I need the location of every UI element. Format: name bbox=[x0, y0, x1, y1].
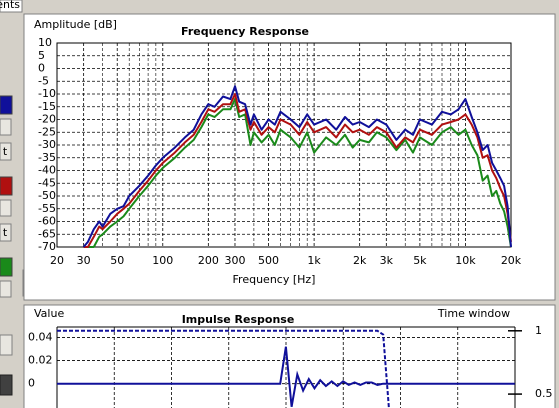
y-tick-label: 0 bbox=[38, 62, 45, 75]
x-tick-label: 2k bbox=[353, 254, 367, 267]
y-tick-label: 0.02 bbox=[28, 354, 53, 367]
color-swatch[interactable] bbox=[0, 257, 13, 277]
y-tick-label: 10 bbox=[38, 36, 52, 49]
x-tick-label: 30 bbox=[77, 254, 91, 267]
y-tick-label: -5 bbox=[38, 74, 49, 87]
spinner[interactable] bbox=[0, 199, 12, 217]
y-tick-label: -35 bbox=[38, 151, 56, 164]
x-tick-label: 50 bbox=[110, 254, 124, 267]
y-tick-label: -15 bbox=[38, 100, 56, 113]
y-tick-label: -30 bbox=[38, 138, 56, 151]
y-tick-label: -70 bbox=[38, 240, 56, 253]
y-tick-label: -10 bbox=[38, 87, 56, 100]
x-tick-label: 5k bbox=[413, 254, 427, 267]
y-tick-label: -20 bbox=[38, 113, 56, 126]
y-tick-label: 5 bbox=[38, 49, 45, 62]
x-tick-label: 20k bbox=[501, 254, 522, 267]
plot-frame bbox=[56, 42, 512, 248]
impulse-chart: Impulse Response Value Time window 0.04 0.02… bbox=[28, 307, 553, 408]
y-axis-label: Amplitude [dB] bbox=[34, 18, 117, 31]
button[interactable] bbox=[0, 223, 12, 242]
button[interactable] bbox=[0, 142, 12, 161]
y-tick-label: -50 bbox=[38, 189, 56, 202]
y-tick-label: -25 bbox=[38, 125, 56, 138]
x-tick-label: 300 bbox=[224, 254, 245, 267]
color-swatch[interactable] bbox=[0, 374, 13, 396]
x-tick-label: 1k bbox=[307, 254, 321, 267]
chart-panel bbox=[23, 13, 556, 301]
y-tick-label: -40 bbox=[38, 164, 56, 177]
x-tick-label: 500 bbox=[258, 254, 279, 267]
chart-title: Frequency Response bbox=[181, 25, 309, 38]
y-axis-label: Value bbox=[34, 307, 64, 320]
y2-tick-label: 1 bbox=[535, 324, 542, 337]
series-line bbox=[83, 98, 512, 248]
y-tick-label: -60 bbox=[38, 215, 56, 228]
spinner[interactable] bbox=[0, 118, 12, 136]
x-tick-label: 3k bbox=[380, 254, 394, 267]
chart-title: Impulse Response bbox=[182, 313, 295, 326]
y-tick-label: -65 bbox=[38, 227, 56, 240]
series-line bbox=[83, 93, 512, 248]
x-tick-label: 100 bbox=[152, 254, 173, 267]
x-tick-label: 200 bbox=[198, 254, 219, 267]
y-tick-label: 0.04 bbox=[28, 330, 53, 343]
series-line bbox=[57, 346, 515, 407]
series-line bbox=[82, 85, 512, 248]
y2-tick-label: 0.5 bbox=[535, 387, 553, 400]
series-line bbox=[57, 329, 390, 408]
x-tick-label: 10k bbox=[455, 254, 476, 267]
button-label[interactable]: t bbox=[3, 226, 8, 239]
button-label[interactable]: t bbox=[3, 145, 8, 158]
color-swatch[interactable] bbox=[0, 176, 13, 196]
button[interactable] bbox=[0, 334, 13, 356]
y-tick-label: -55 bbox=[38, 202, 56, 215]
color-swatch[interactable] bbox=[0, 95, 13, 115]
tab-label[interactable]: ents bbox=[0, 0, 20, 11]
y-tick-label: 0 bbox=[28, 377, 35, 390]
y2-axis-label: Time window bbox=[437, 307, 510, 320]
tab[interactable] bbox=[0, 0, 23, 13]
spinner[interactable] bbox=[0, 280, 12, 298]
x-axis-label: Frequency [Hz] bbox=[233, 273, 316, 286]
y-tick-label: -45 bbox=[38, 176, 56, 189]
frequency-chart: Frequency Response Amplitude [dB] Frequenc… bbox=[34, 18, 522, 286]
x-tick-label: 20 bbox=[50, 254, 64, 267]
